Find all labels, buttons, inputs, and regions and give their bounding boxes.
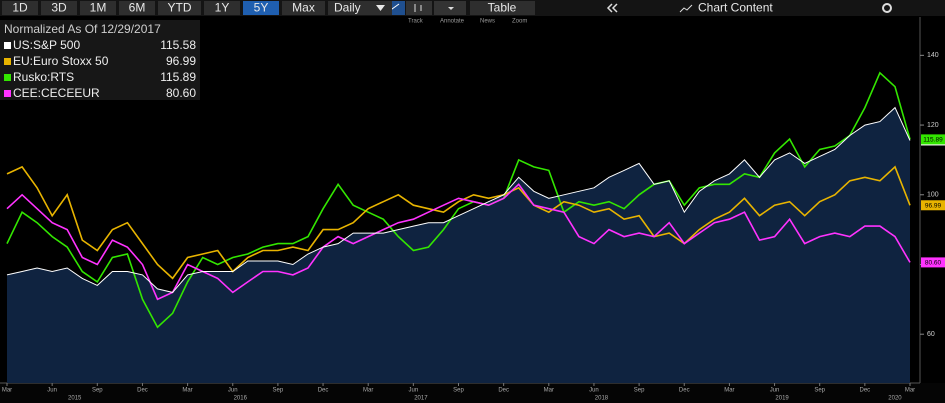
last-value-label: 96.99 [925, 202, 942, 209]
year-label: 2019 [775, 396, 789, 402]
tool-label: Track [408, 19, 424, 25]
frequency-arrow [376, 5, 385, 11]
last-value-badge [921, 200, 945, 211]
chart-icon [679, 4, 693, 13]
range-button[interactable] [282, 1, 325, 15]
legend-name: Rusko:RTS [13, 70, 74, 84]
x-tick-label: Sep [453, 388, 464, 394]
x-tick-label: Sep [634, 388, 645, 394]
x-tick-label: Dec [318, 388, 329, 394]
last-value-label: 80.60 [925, 260, 942, 267]
last-value-badge [921, 257, 945, 268]
collapse-icon[interactable] [606, 3, 618, 13]
legend-value: 96.99 [166, 54, 196, 68]
x-tick-label: Mar [182, 388, 192, 394]
legend-value: 115.58 [160, 38, 196, 52]
range-label: 6M [129, 1, 146, 15]
x-tick-label: Sep [814, 388, 825, 394]
x-tick-label: Dec [860, 388, 871, 394]
x-tick-label: Dec [137, 388, 148, 394]
frequency-label: Daily [334, 1, 361, 15]
year-label: 2016 [234, 396, 248, 402]
range-label: 5Y [254, 1, 269, 15]
legend-swatch [4, 42, 11, 49]
tool-label: Annotate [440, 19, 465, 25]
range-label: Max [292, 1, 315, 15]
range-button[interactable] [243, 1, 279, 15]
year-label: 2017 [414, 396, 428, 402]
tool-label: News [480, 19, 495, 25]
x-tick-label: Sep [273, 388, 284, 394]
x-tick-label: Mar [905, 388, 915, 394]
last-value-badge [921, 134, 945, 145]
range-button[interactable] [2, 1, 38, 15]
x-tick-label: Dec [498, 388, 509, 394]
legend-swatch [4, 58, 11, 65]
chart-content-label[interactable]: Chart Content [698, 1, 773, 15]
range-label: 1D [12, 1, 28, 15]
series-line [6, 183, 911, 301]
x-tick-label: Jun [47, 388, 57, 394]
legend-title: Normalized As Of 12/29/2017 [4, 22, 161, 36]
range-label: 1M [90, 1, 107, 15]
table-label: Table [488, 1, 517, 15]
range-button[interactable] [158, 1, 201, 15]
x-tick-label: Jun [589, 388, 599, 394]
frequency-button[interactable] [328, 1, 392, 15]
x-tick-label: Sep [92, 388, 103, 394]
x-tick-label: Jun [228, 388, 238, 394]
range-label: 3D [51, 1, 67, 15]
y-tick-label: 140 [927, 52, 939, 59]
tool-label: Zoom [512, 19, 527, 25]
legend-value: 115.89 [160, 70, 196, 84]
legend-name: US:S&P 500 [13, 38, 80, 52]
year-label: 2018 [595, 396, 609, 402]
x-axis-bg [0, 383, 945, 403]
x-tick-label: Mar [2, 388, 12, 394]
candle-tool-icon[interactable] [406, 1, 432, 15]
gear-icon[interactable] [882, 3, 892, 13]
range-label: YTD [168, 1, 192, 15]
legend: Normalized As Of 12/29/2017 US:S&P 500 11… [0, 20, 200, 100]
legend-name: EU:Euro Stoxx 50 [13, 54, 109, 68]
x-tick-label: Jun [770, 388, 780, 394]
x-tick-label: Mar [363, 388, 373, 394]
x-tick-label: Dec [679, 388, 690, 394]
range-button[interactable] [204, 1, 240, 15]
range-button[interactable] [41, 1, 77, 15]
x-tick-label: Mar [544, 388, 554, 394]
last-value-label: 115.89 [923, 137, 943, 144]
year-label: 2020 [888, 396, 902, 402]
range-button[interactable] [80, 1, 116, 15]
candle-icon [414, 4, 422, 12]
y-tick-label: 60 [927, 331, 935, 338]
year-label: 2015 [68, 396, 82, 402]
series-line [6, 165, 911, 280]
range-button[interactable] [119, 1, 155, 15]
x-tick-label: Mar [724, 388, 734, 394]
legend-bg [0, 20, 200, 100]
y-tick-label: 100 [927, 192, 939, 199]
y-tick-label: 120 [927, 122, 939, 129]
legend-swatch [4, 90, 11, 97]
legend-value: 80.60 [166, 86, 196, 100]
x-tick-label: Jun [409, 388, 419, 394]
table-button[interactable] [470, 1, 535, 15]
series-line [6, 106, 911, 293]
area [7, 107, 910, 383]
legend-swatch [4, 74, 11, 81]
range-label: 1Y [215, 1, 230, 15]
legend-name: CEE:CECEEUR [13, 86, 100, 100]
dropdown-arrow [448, 7, 454, 10]
